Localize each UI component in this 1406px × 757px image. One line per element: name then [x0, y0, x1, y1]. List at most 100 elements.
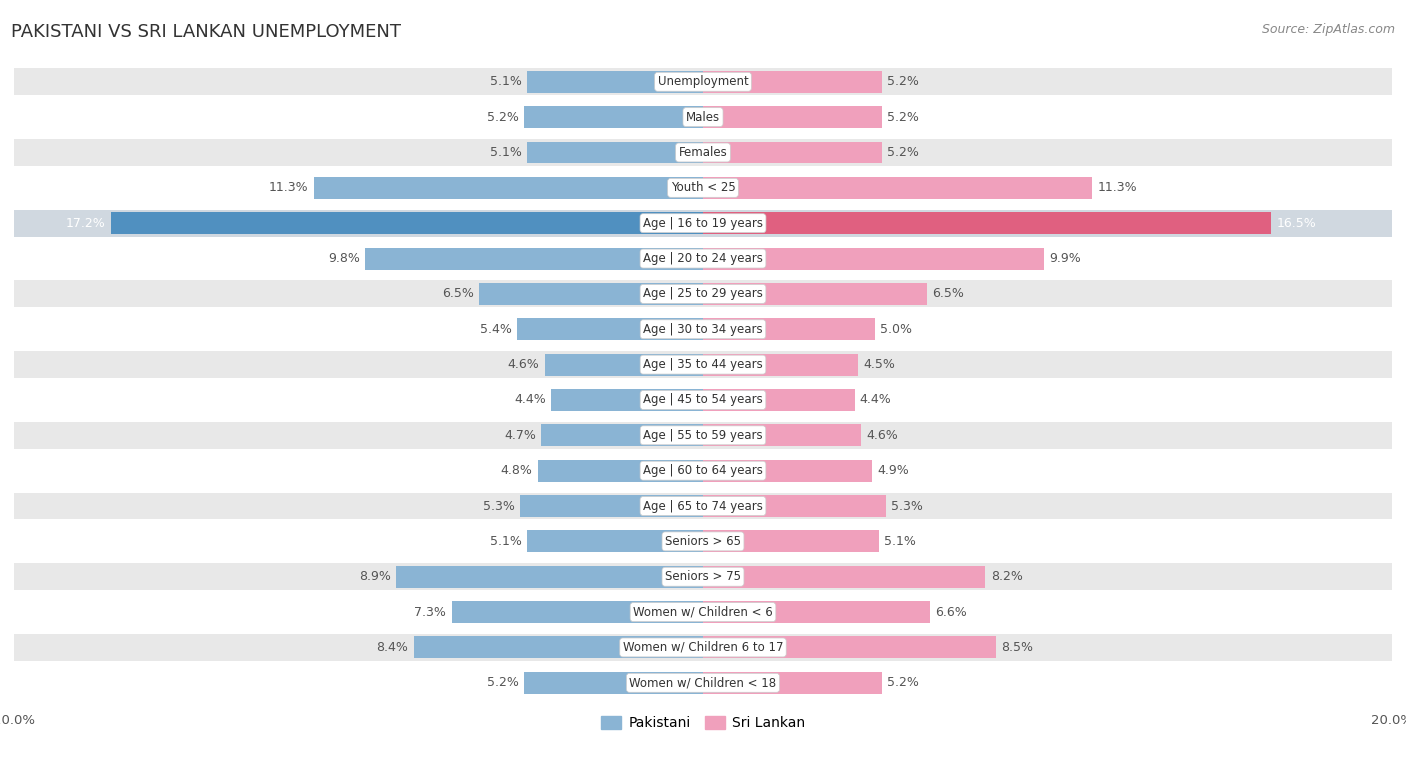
Text: Age | 16 to 19 years: Age | 16 to 19 years [643, 217, 763, 229]
Bar [703, 177, 1092, 199]
Text: 6.5%: 6.5% [441, 288, 474, 301]
Text: 5.2%: 5.2% [887, 676, 920, 690]
Text: 5.2%: 5.2% [486, 111, 519, 123]
Text: 5.3%: 5.3% [891, 500, 922, 512]
Text: 11.3%: 11.3% [269, 182, 308, 195]
Bar [14, 68, 1392, 95]
Bar [14, 563, 1392, 590]
Bar [703, 601, 931, 623]
Text: 5.1%: 5.1% [491, 75, 522, 89]
Text: Age | 45 to 54 years: Age | 45 to 54 years [643, 394, 763, 407]
Bar [14, 422, 1392, 449]
Bar [520, 495, 703, 517]
Bar [703, 106, 882, 128]
Text: 8.4%: 8.4% [377, 641, 409, 654]
Text: Age | 25 to 29 years: Age | 25 to 29 years [643, 288, 763, 301]
Bar [14, 316, 1392, 343]
Bar [703, 531, 879, 553]
Bar [517, 318, 703, 340]
Bar [703, 565, 986, 587]
Text: 5.2%: 5.2% [887, 111, 920, 123]
Text: Males: Males [686, 111, 720, 123]
Text: Females: Females [679, 146, 727, 159]
Text: Age | 30 to 34 years: Age | 30 to 34 years [643, 322, 763, 336]
Bar [14, 599, 1392, 625]
Text: Age | 60 to 64 years: Age | 60 to 64 years [643, 464, 763, 477]
Bar [703, 672, 882, 693]
Bar [14, 104, 1392, 130]
Text: 11.3%: 11.3% [1098, 182, 1137, 195]
Text: Age | 35 to 44 years: Age | 35 to 44 years [643, 358, 763, 371]
Text: 5.3%: 5.3% [484, 500, 515, 512]
Text: Youth < 25: Youth < 25 [671, 182, 735, 195]
Bar [366, 248, 703, 269]
Text: 4.6%: 4.6% [508, 358, 540, 371]
Text: 5.2%: 5.2% [887, 146, 920, 159]
Bar [524, 106, 703, 128]
Text: 6.6%: 6.6% [935, 606, 967, 618]
Bar [451, 601, 703, 623]
Bar [14, 351, 1392, 378]
Text: Women w/ Children < 6: Women w/ Children < 6 [633, 606, 773, 618]
Bar [527, 531, 703, 553]
Bar [14, 245, 1392, 272]
Bar [541, 425, 703, 447]
Bar [479, 283, 703, 305]
Bar [703, 71, 882, 93]
Bar [14, 387, 1392, 413]
Text: 6.5%: 6.5% [932, 288, 965, 301]
Text: 4.9%: 4.9% [877, 464, 908, 477]
Text: 7.3%: 7.3% [415, 606, 446, 618]
Text: 4.5%: 4.5% [863, 358, 896, 371]
Bar [544, 354, 703, 375]
Bar [703, 142, 882, 164]
Bar [703, 354, 858, 375]
Text: 5.0%: 5.0% [880, 322, 912, 336]
Text: 5.1%: 5.1% [491, 146, 522, 159]
Text: 5.2%: 5.2% [887, 75, 920, 89]
Bar [14, 174, 1392, 201]
Bar [703, 637, 995, 659]
Bar [14, 493, 1392, 519]
Bar [703, 212, 1271, 234]
Text: 4.4%: 4.4% [515, 394, 547, 407]
Bar [413, 637, 703, 659]
Text: 17.2%: 17.2% [66, 217, 105, 229]
Text: 5.2%: 5.2% [486, 676, 519, 690]
Bar [703, 389, 855, 411]
Text: Age | 20 to 24 years: Age | 20 to 24 years [643, 252, 763, 265]
Text: Seniors > 65: Seniors > 65 [665, 535, 741, 548]
Text: Unemployment: Unemployment [658, 75, 748, 89]
Text: 5.1%: 5.1% [491, 535, 522, 548]
Text: 9.9%: 9.9% [1049, 252, 1081, 265]
Bar [14, 139, 1392, 166]
Text: 16.5%: 16.5% [1277, 217, 1316, 229]
Bar [14, 210, 1392, 237]
Bar [527, 142, 703, 164]
Text: 8.9%: 8.9% [360, 570, 391, 583]
Bar [703, 318, 875, 340]
Bar [703, 248, 1045, 269]
Bar [703, 283, 927, 305]
Bar [14, 528, 1392, 555]
Text: 9.8%: 9.8% [329, 252, 360, 265]
Text: 5.1%: 5.1% [884, 535, 915, 548]
Bar [314, 177, 703, 199]
Bar [111, 212, 703, 234]
Text: 4.7%: 4.7% [505, 428, 536, 442]
Text: 4.6%: 4.6% [866, 428, 898, 442]
Bar [14, 669, 1392, 696]
Text: 4.8%: 4.8% [501, 464, 533, 477]
Text: Age | 55 to 59 years: Age | 55 to 59 years [643, 428, 763, 442]
Text: Age | 65 to 74 years: Age | 65 to 74 years [643, 500, 763, 512]
Bar [551, 389, 703, 411]
Text: 8.5%: 8.5% [1001, 641, 1033, 654]
Text: 8.2%: 8.2% [991, 570, 1022, 583]
Bar [537, 459, 703, 481]
Text: 5.4%: 5.4% [479, 322, 512, 336]
Bar [524, 672, 703, 693]
Text: Women w/ Children 6 to 17: Women w/ Children 6 to 17 [623, 641, 783, 654]
Bar [14, 457, 1392, 484]
Bar [527, 71, 703, 93]
Bar [703, 425, 862, 447]
